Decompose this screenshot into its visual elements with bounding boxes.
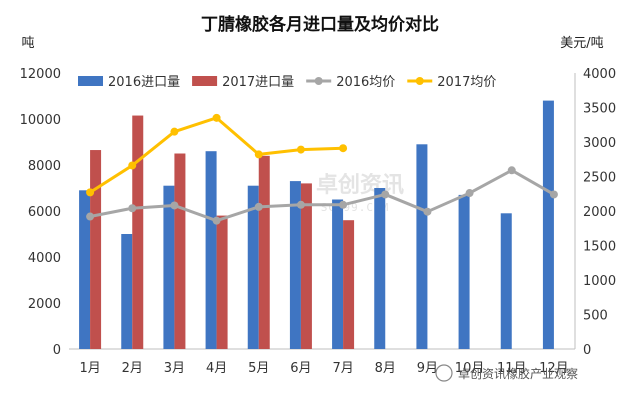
right-tick-label: 500 [583, 309, 608, 324]
line-2017- [89, 116, 344, 194]
bar-2016- [121, 234, 133, 349]
x-tick-label: 6月 [290, 361, 311, 376]
bar-2017- [258, 155, 270, 349]
point-2016- [381, 190, 390, 199]
wechat-icon [435, 364, 453, 382]
point-2016- [170, 201, 179, 210]
line-2016- [89, 168, 555, 223]
bar-2016- [163, 185, 175, 349]
x-tick-label: 10月 [455, 361, 485, 376]
legend-marker-2017- [415, 77, 424, 85]
right-tick-label: 1000 [583, 274, 616, 289]
point-2016- [296, 200, 305, 209]
point-2016- [128, 204, 137, 213]
bar-2016- [374, 188, 386, 349]
point-2017- [128, 161, 137, 170]
x-tick-label: 8月 [375, 361, 396, 376]
x-tick-label: 11月 [497, 361, 527, 376]
bar-2017- [132, 115, 144, 349]
legend-label-2017-: 2017均价 [437, 75, 496, 90]
legend-label-2017-: 2017进口量 [222, 75, 294, 90]
bar-2017- [343, 220, 355, 349]
bar-2016- [205, 151, 217, 349]
point-2016- [86, 212, 95, 221]
bar-2016- [332, 199, 344, 349]
chart-title: 丁腈橡胶各月进口量及均价对比 [201, 14, 439, 35]
left-tick-label: 12000 [20, 67, 61, 82]
bar-2016- [289, 181, 301, 349]
point-2017- [254, 150, 263, 159]
lines [86, 113, 558, 225]
point-2016- [465, 189, 474, 198]
point-2016- [254, 202, 263, 211]
right-tick-label: 3500 [583, 102, 616, 117]
legend-label-2016-: 2016均价 [336, 75, 395, 90]
point-2017- [212, 113, 221, 122]
legend: 2016进口量 2017进口量 2016均价 2017均价 [78, 75, 496, 90]
x-tick-label: 7月 [332, 361, 353, 376]
left-axis-unit: 吨 [21, 36, 34, 51]
bar-2016- [458, 194, 470, 349]
right-tick-label: 2500 [583, 171, 616, 186]
point-2016- [549, 190, 558, 199]
bar-2017- [216, 215, 228, 349]
bar-2016- [247, 185, 259, 349]
bar-2017- [300, 183, 312, 349]
point-2016- [212, 216, 221, 225]
left-tick-label: 2000 [28, 297, 61, 312]
point-2016- [423, 207, 432, 216]
point-2016- [507, 166, 516, 175]
bar-2016- [79, 190, 91, 349]
axes: 0 2000 4000 6000 8000 10000 12000 0 500 1000 1500 2… [20, 67, 616, 376]
watermark: 卓创资讯 SCI99.COM [316, 173, 404, 214]
watermark-text: 卓创资讯 [316, 173, 404, 198]
bar-2017- [174, 153, 186, 349]
right-tick-label: 3000 [583, 136, 616, 151]
right-tick-label: 1500 [583, 240, 616, 255]
point-2017- [86, 188, 95, 197]
right-tick-label: 4000 [583, 67, 616, 82]
bar-2016- [500, 213, 512, 349]
legend-marker-2016- [314, 77, 323, 85]
bars [79, 100, 554, 349]
x-tick-label: 1月 [79, 361, 100, 376]
right-tick-label: 0 [583, 343, 591, 358]
source-label: 卓创资讯橡胶产业观察 [458, 366, 578, 381]
left-tick-label: 8000 [28, 159, 61, 174]
left-tick-label: 6000 [28, 205, 61, 220]
bar-2016- [416, 144, 428, 349]
point-2017- [170, 127, 179, 136]
source-badge: 卓创资讯橡胶产业观察 [435, 364, 578, 382]
x-tick-label: 12月 [539, 361, 569, 376]
point-2017- [339, 144, 348, 153]
legend-swatch-2017- [192, 76, 218, 86]
left-tick-label: 4000 [28, 251, 61, 266]
x-tick-label: 2月 [122, 361, 143, 376]
right-tick-label: 2000 [583, 205, 616, 220]
bar-2017- [90, 150, 102, 349]
left-tick-label: 0 [53, 343, 61, 358]
right-axis-unit: 美元/吨 [560, 36, 603, 51]
x-tick-label: 9月 [417, 361, 438, 376]
legend-swatch-2016- [78, 76, 103, 86]
left-tick-label: 10000 [20, 113, 61, 128]
x-tick-label: 4月 [206, 361, 227, 376]
bar-2016- [542, 100, 554, 349]
legend-label-2016-: 2016进口量 [108, 75, 180, 90]
point-2016- [339, 200, 348, 209]
x-tick-label: 3月 [164, 361, 185, 376]
point-2017- [296, 145, 305, 154]
x-tick-label: 5月 [248, 361, 269, 376]
